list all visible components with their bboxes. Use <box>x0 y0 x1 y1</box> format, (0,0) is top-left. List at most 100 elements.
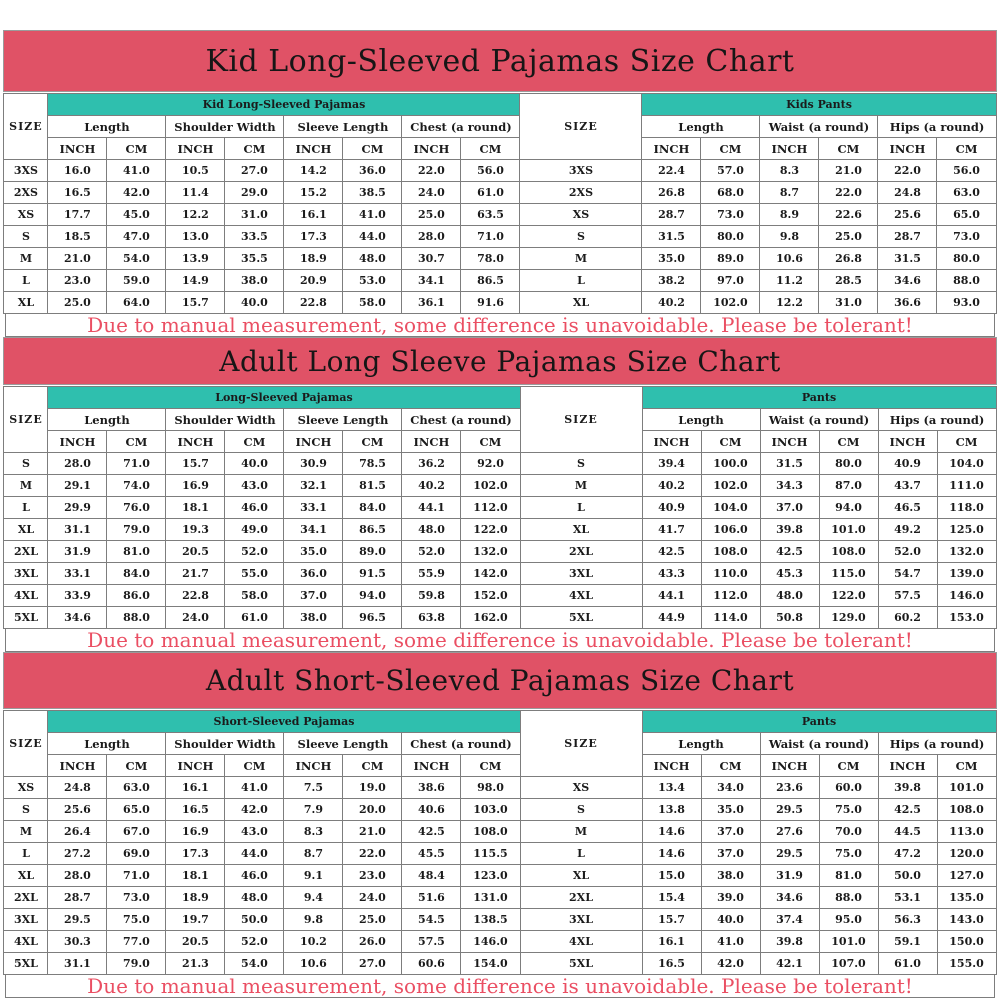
measurement-value-cell: 39.0 <box>700 886 761 909</box>
size-label-cell: XL <box>519 291 643 314</box>
unit-header-cell: CM <box>224 430 285 453</box>
measurement-value-cell: 24.0 <box>165 606 226 629</box>
measurement-value-cell: 120.0 <box>936 842 997 865</box>
measurement-value-cell: 87.0 <box>818 474 879 497</box>
measurement-value-cell: 10.6 <box>283 952 344 975</box>
measurement-value-cell: 13.9 <box>165 247 226 270</box>
measurement-value-cell: 38.5 <box>342 181 403 204</box>
measurement-value-cell: 64.0 <box>106 291 167 314</box>
measurement-value-cell: 47.2 <box>877 842 938 865</box>
measurement-value-cell: 46.0 <box>224 496 285 519</box>
measurement-value-cell: 56.0 <box>936 159 997 182</box>
size-data-row: M 29.1 74.0 16.9 43.0 32.1 81.5 40.2 102.0 M 40.2 1… <box>3 474 997 497</box>
unit-header-cell: INCH <box>877 137 938 160</box>
measurement-value-cell: 101.0 <box>818 930 879 953</box>
size-label-cell: L <box>519 842 643 865</box>
measurement-value-cell: 38.0 <box>283 606 344 629</box>
measurement-value-cell: 93.0 <box>936 291 997 314</box>
measurement-value-cell: 40.6 <box>401 798 462 821</box>
measurement-value-cell: 19.0 <box>342 776 403 799</box>
measurement-value-cell: 8.3 <box>283 820 344 843</box>
measurement-value-cell: 104.0 <box>700 496 761 519</box>
measurement-value-cell: 107.0 <box>818 952 879 975</box>
measurement-value-cell: 76.0 <box>106 496 167 519</box>
size-label-cell: 5XL <box>519 606 643 629</box>
measurement-value-cell: 115.5 <box>460 842 521 865</box>
measurement-value-cell: 9.8 <box>283 908 344 931</box>
measure-header-cell: Chest (a round) <box>401 115 521 138</box>
measurement-value-cell: 39.8 <box>877 776 938 799</box>
measurement-value-cell: 71.0 <box>106 864 167 887</box>
measure-header-cell: Sleeve Length <box>283 408 403 431</box>
measurement-value-cell: 13.0 <box>165 225 226 248</box>
adult-short-sleeve-title: Adult Short-Sleeved Pajamas Size Chart <box>205 664 795 697</box>
size-label-cell: M <box>519 247 643 270</box>
measurement-value-cell: 54.7 <box>877 562 938 585</box>
measurement-value-cell: 65.0 <box>936 203 997 226</box>
unit-header-cell: INCH <box>47 137 108 160</box>
measurement-value-cell: 31.1 <box>47 518 108 541</box>
measurement-value-cell: 20.5 <box>165 540 226 563</box>
measurement-value-cell: 35.0 <box>700 798 761 821</box>
unit-header-cell: CM <box>460 430 521 453</box>
measurement-value-cell: 29.0 <box>224 181 285 204</box>
measurement-value-cell: 31.5 <box>759 452 820 475</box>
unit-header-cell: INCH <box>641 430 702 453</box>
measurement-value-cell: 33.1 <box>47 562 108 585</box>
measurement-value-cell: 104.0 <box>936 452 997 475</box>
measurement-value-cell: 8.3 <box>759 159 820 182</box>
measurement-value-cell: 59.8 <box>401 584 462 607</box>
size-label-cell: 2XL <box>3 886 49 909</box>
size-label-cell: 3XL <box>519 908 643 931</box>
measurement-value-cell: 25.6 <box>877 203 938 226</box>
measurement-value-cell: 84.0 <box>342 496 403 519</box>
unit-header-cell: INCH <box>165 430 226 453</box>
size-data-row: 5XL 34.6 88.0 24.0 61.0 38.0 96.5 63.8 162.0 5XL 4… <box>3 606 997 629</box>
unit-header-row: INCH CM INCH CM INCH CM INCH CM INCH CM INCH CM INCH… <box>4 137 997 160</box>
measurement-value-cell: 41.0 <box>342 203 403 226</box>
unit-header-cell: INCH <box>401 754 462 777</box>
measurement-value-cell: 132.0 <box>460 540 521 563</box>
unit-header-cell: CM <box>224 137 285 160</box>
size-data-row: M 26.4 67.0 16.9 43.0 8.3 21.0 42.5 108.0 M 14.6 37… <box>3 820 997 843</box>
size-data-row: 4XL 33.9 86.0 22.8 58.0 37.0 94.0 59.8 152.0 4XL 4… <box>3 584 997 607</box>
measurement-value-cell: 38.0 <box>224 269 285 292</box>
measurement-value-cell: 63.5 <box>460 203 521 226</box>
measurement-value-cell: 101.0 <box>818 518 879 541</box>
measurement-value-cell: 30.9 <box>283 452 344 475</box>
unit-header-cell: CM <box>106 754 167 777</box>
measurement-value-cell: 42.5 <box>759 540 820 563</box>
measurement-value-cell: 61.0 <box>877 952 938 975</box>
measurement-value-cell: 75.0 <box>818 798 879 821</box>
measurement-value-cell: 162.0 <box>460 606 521 629</box>
size-data-row: 3XL 33.1 84.0 21.7 55.0 36.0 91.5 55.9 142.0 3XL 4… <box>3 562 997 585</box>
measurement-value-cell: 19.3 <box>165 518 226 541</box>
measurement-value-cell: 77.0 <box>106 930 167 953</box>
measurement-value-cell: 73.0 <box>936 225 997 248</box>
measurement-value-cell: 61.0 <box>224 606 285 629</box>
size-label-cell: M <box>3 820 49 843</box>
measurement-value-cell: 10.2 <box>283 930 344 953</box>
measurement-value-cell: 26.8 <box>641 181 702 204</box>
measurement-value-cell: 88.0 <box>936 269 997 292</box>
measurement-value-cell: 41.0 <box>224 776 285 799</box>
measurement-value-cell: 52.0 <box>224 930 285 953</box>
measurement-value-cell: 80.0 <box>818 452 879 475</box>
measurement-value-cell: 15.7 <box>165 452 226 475</box>
measurement-value-cell: 8.7 <box>283 842 344 865</box>
measurement-value-cell: 52.0 <box>224 540 285 563</box>
measurement-value-cell: 53.0 <box>342 269 403 292</box>
measure-header-cell: Length <box>47 408 167 431</box>
measurement-value-cell: 28.7 <box>47 886 108 909</box>
top-spacer <box>0 0 1000 30</box>
measurement-value-cell: 80.0 <box>700 225 761 248</box>
unit-header-cell: CM <box>106 137 167 160</box>
measurement-value-cell: 44.1 <box>641 584 702 607</box>
size-label-cell: 5XL <box>3 952 49 975</box>
unit-header-cell: INCH <box>165 754 226 777</box>
measurement-value-cell: 25.0 <box>401 203 462 226</box>
size-data-row: M 21.0 54.0 13.9 35.5 18.9 48.0 30.7 78.0 M 35.0 89… <box>3 247 997 270</box>
right-group-title: Pants <box>641 710 997 733</box>
size-data-row: XL 31.1 79.0 19.3 49.0 34.1 86.5 48.0 122.0 XL 41.… <box>3 518 997 541</box>
measurement-value-cell: 35.0 <box>641 247 702 270</box>
